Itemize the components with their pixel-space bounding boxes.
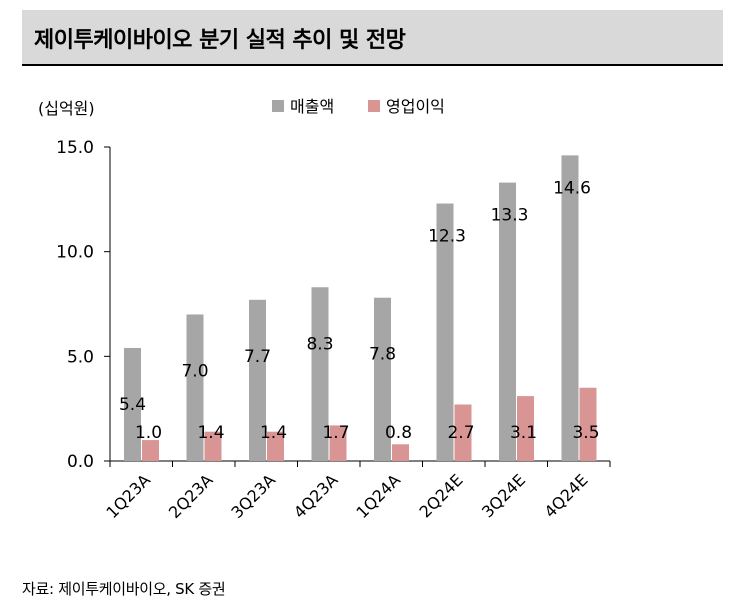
- data-label-operating-profit: 1.7: [322, 423, 349, 443]
- data-label-operating-profit: 2.7: [447, 423, 474, 443]
- bar-operating-profit: [517, 396, 534, 461]
- data-label-operating-profit: 1.4: [197, 423, 224, 443]
- x-tick-label: 1Q23A: [102, 470, 154, 522]
- y-tick-label: 5.0: [67, 347, 94, 367]
- bar-revenue: [499, 182, 516, 461]
- bar-revenue: [436, 203, 454, 461]
- bar-revenue: [186, 314, 204, 461]
- y-tick-label: 0.0: [67, 452, 94, 472]
- data-label-operating-profit: 0.8: [385, 423, 412, 443]
- x-tick-label: 1Q24A: [352, 470, 404, 522]
- legend-label-operating-profit: 영업이익: [386, 97, 445, 116]
- bar-operating-profit: [204, 431, 222, 461]
- bar-operating-profit: [329, 425, 347, 461]
- x-tick-label: 4Q24E: [540, 470, 591, 521]
- legend: 매출액 영업이익: [272, 97, 445, 116]
- legend-label-revenue: 매출액: [290, 97, 334, 116]
- bar-revenue: [374, 297, 391, 461]
- x-tick-label: 2Q24E: [415, 470, 466, 521]
- data-label-revenue: 5.4: [119, 395, 146, 415]
- bars: [124, 155, 597, 461]
- page-title: 제이투케이바이오 분기 실적 추이 및 전망: [34, 28, 406, 53]
- data-label-operating-profit: 3.1: [510, 423, 537, 443]
- y-unit-label: (십억원): [38, 99, 95, 118]
- bar-operating-profit: [392, 444, 409, 461]
- data-label-revenue: 8.3: [306, 334, 333, 354]
- x-tick-label: 3Q23A: [227, 470, 279, 522]
- data-label-revenue: 12.3: [428, 227, 466, 247]
- bar-operating-profit: [142, 440, 159, 461]
- data-label-operating-profit: 1.0: [135, 423, 162, 443]
- source-note: 자료: 제이투케이바이오, SK 증권: [22, 580, 226, 598]
- bar-revenue: [249, 299, 266, 461]
- x-tick-label: 4Q23A: [290, 470, 342, 522]
- data-labels: 5.4 1.0 7.0 1.4 7.7 1.4 8.3 1.7 7.8 0.8 12.3 2.7 13.…: [119, 178, 600, 443]
- bar-operating-profit: [454, 404, 472, 461]
- bar-operating-profit: [267, 431, 284, 461]
- bar-revenue: [561, 155, 579, 461]
- data-label-revenue: 7.7: [244, 347, 271, 367]
- y-tick-label: 15.0: [56, 138, 94, 158]
- bar-operating-profit: [579, 387, 597, 461]
- title-bar: 제이투케이바이오 분기 실적 추이 및 전망: [22, 10, 723, 66]
- data-label-revenue: 14.6: [553, 178, 591, 198]
- legend-swatch-revenue: [272, 100, 284, 112]
- data-label-revenue: 7.8: [369, 345, 396, 365]
- legend-swatch-operating-profit: [368, 100, 380, 112]
- x-tick-label: 2Q23A: [165, 470, 217, 522]
- bar-revenue: [124, 347, 141, 461]
- data-label-revenue: 7.0: [181, 361, 208, 381]
- x-tick-label: 3Q24E: [478, 470, 529, 521]
- bar-revenue: [311, 287, 329, 461]
- data-label-operating-profit: 1.4: [260, 423, 287, 443]
- data-label-revenue: 13.3: [491, 206, 529, 226]
- y-tick-label: 10.0: [56, 243, 94, 263]
- data-label-operating-profit: 3.5: [572, 423, 599, 443]
